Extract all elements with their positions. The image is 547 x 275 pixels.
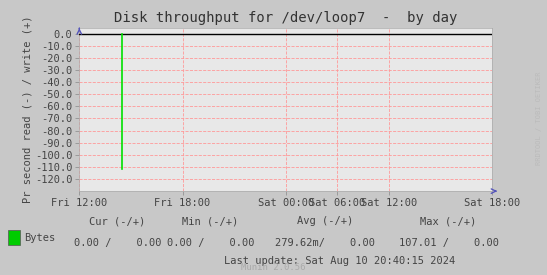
Text: Bytes: Bytes	[25, 233, 56, 243]
Text: Avg (-/+): Avg (-/+)	[298, 216, 353, 226]
Text: 0.00 /    0.00: 0.00 / 0.00	[167, 238, 254, 248]
Text: Last update: Sat Aug 10 20:40:15 2024: Last update: Sat Aug 10 20:40:15 2024	[224, 256, 455, 266]
Text: 0.00 /    0.00: 0.00 / 0.00	[74, 238, 161, 248]
Text: RRDTOOL / TOBI OETIKER: RRDTOOL / TOBI OETIKER	[536, 72, 542, 165]
Text: 107.01 /    0.00: 107.01 / 0.00	[399, 238, 498, 248]
Text: Cur (-/+): Cur (-/+)	[90, 216, 146, 226]
Text: Min (-/+): Min (-/+)	[183, 216, 238, 226]
Text: Max (-/+): Max (-/+)	[421, 216, 476, 226]
Text: 279.62m/    0.00: 279.62m/ 0.00	[276, 238, 375, 248]
Y-axis label: Pr second read (-) / write (+): Pr second read (-) / write (+)	[22, 16, 32, 203]
Text: Munin 2.0.56: Munin 2.0.56	[241, 263, 306, 272]
Title: Disk throughput for /dev/loop7  -  by day: Disk throughput for /dev/loop7 - by day	[114, 11, 457, 25]
